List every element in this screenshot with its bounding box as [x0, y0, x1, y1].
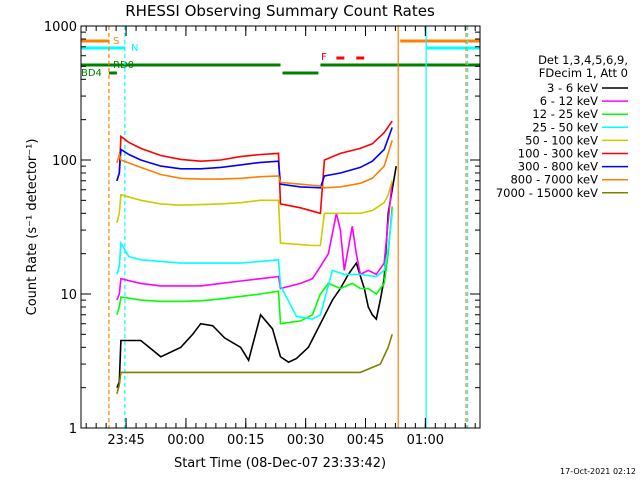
legend-header: Det 1,3,4,5,6,9, [538, 53, 628, 67]
legend-entry: 12 - 25 keV [532, 107, 598, 121]
series-line [116, 127, 393, 189]
series-line [116, 334, 393, 395]
legend-header: FDecim 1, Att 0 [539, 66, 628, 80]
series-line [116, 140, 393, 189]
series-line [116, 206, 393, 325]
series-line [116, 180, 393, 247]
x-tick-label: 00:00 [167, 433, 204, 448]
mode-boundary-lines [108, 26, 469, 428]
x-tick-label: 23:45 [107, 433, 144, 448]
x-tick-label: 00:30 [287, 433, 324, 448]
x-tick-label: 01:00 [407, 433, 444, 448]
series-lines [116, 120, 397, 395]
flag-bars: S N F RD0 BD4 [81, 36, 480, 79]
plot-frame [80, 25, 481, 429]
y-axis: 1 10 100 1000 [44, 20, 480, 437]
x-axis: 23:45 00:00 00:15 00:30 00:45 01:00 [85, 26, 476, 448]
y-tick-label: 1 [69, 422, 77, 437]
legend-entry: 6 - 12 keV [540, 94, 598, 108]
series-line [116, 213, 393, 320]
flag-label: RD0 [113, 60, 134, 71]
series-line [116, 165, 397, 389]
legend-entry: 3 - 6 keV [547, 81, 598, 95]
y-tick-label: 1000 [44, 20, 77, 35]
legend-entry: 25 - 50 keV [532, 120, 598, 134]
y-tick-label: 100 [52, 154, 77, 169]
flag-label: N [131, 43, 138, 54]
x-tick-label: 00:15 [227, 433, 264, 448]
y-axis-label: Count Rate (s⁻¹ detector⁻¹) [25, 139, 40, 316]
chart-title: RHESSI Observing Summary Count Rates [125, 2, 435, 20]
legend-entry: 50 - 100 keV [525, 133, 598, 147]
legend-entry: 7000 - 15000 keV [496, 186, 598, 200]
legend-entry: 800 - 7000 keV [510, 173, 598, 187]
legend-entry: 100 - 300 keV [518, 147, 598, 161]
flag-label: S [113, 36, 119, 47]
flag-label: BD4 [81, 68, 102, 79]
x-tick-label: 00:45 [347, 433, 384, 448]
x-axis-label: Start Time (08-Dec-07 23:33:42) [174, 456, 386, 471]
footer-timestamp: 17-Oct-2021 02:12 [560, 467, 636, 476]
legend: Det 1,3,4,5,6,9,FDecim 1, Att 03 - 6 keV… [496, 53, 628, 200]
y-tick-label: 10 [60, 288, 77, 303]
flag-label: F [321, 52, 327, 63]
series-line [116, 180, 393, 301]
legend-entry: 300 - 800 keV [518, 160, 598, 174]
series-line [116, 120, 393, 215]
